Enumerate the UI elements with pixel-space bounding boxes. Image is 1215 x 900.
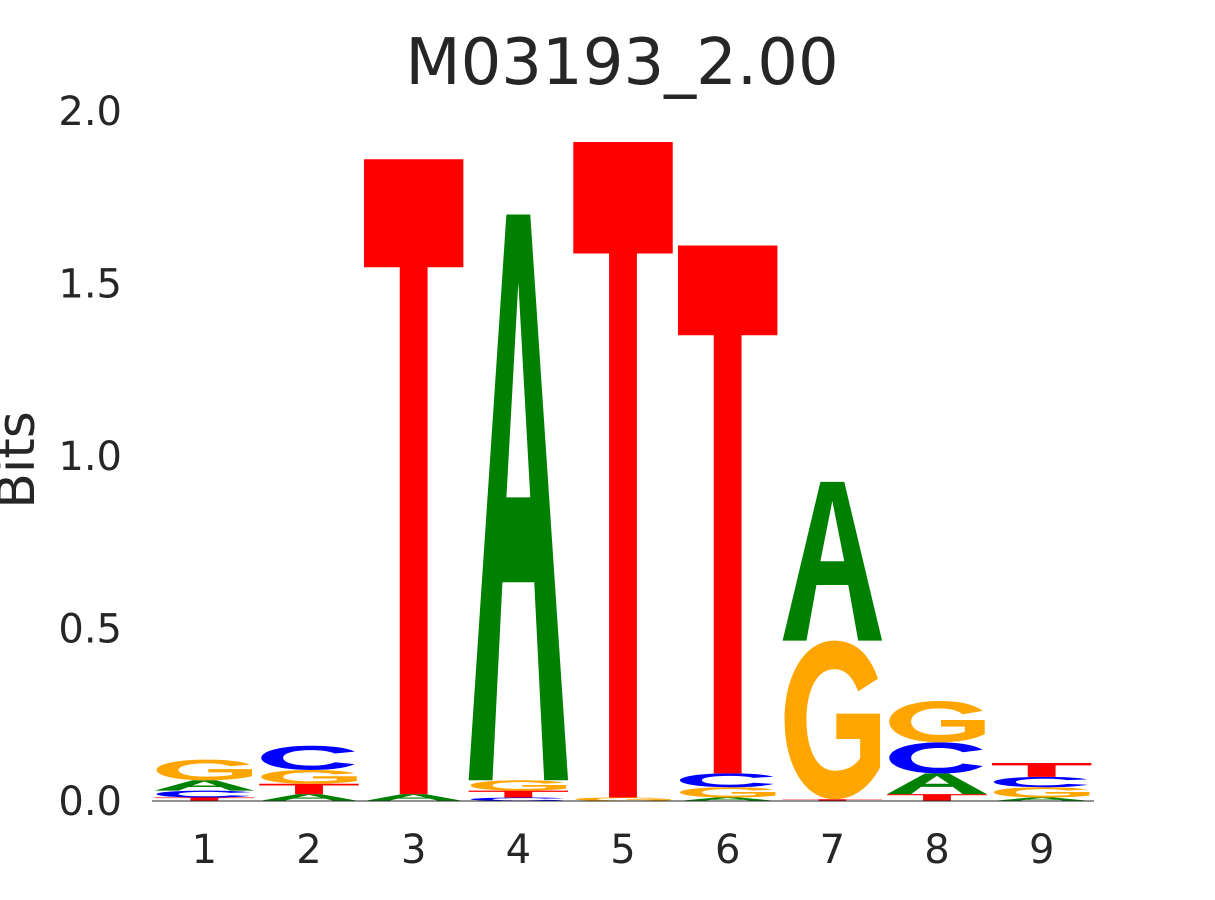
logo-letter-G [156, 759, 253, 781]
logo-letter-C [156, 790, 251, 798]
y-tick-label: 1.0 [58, 434, 122, 480]
logo-letter-A [782, 481, 883, 641]
logo-letter-C [470, 797, 565, 801]
logo-letter-A [154, 780, 255, 791]
logo-letter-G [784, 640, 881, 800]
logo-letter-A [468, 214, 569, 781]
logo-stack-3 [363, 159, 464, 801]
logo-stack-5 [573, 142, 673, 801]
logo-letter-C [679, 773, 774, 788]
x-tick-label: 2 [296, 827, 321, 873]
logo-letter-A [677, 797, 778, 801]
logo-stack-7 [782, 481, 883, 801]
x-tick-label: 3 [401, 827, 426, 873]
y-axis-label: Bits [0, 411, 47, 509]
logo-letter-G [993, 787, 1090, 798]
x-tick-label: 7 [820, 827, 845, 873]
logo-letter-T [677, 245, 778, 774]
chart-title: M03193_2.00 [405, 26, 838, 100]
x-tick-label: 4 [506, 827, 531, 873]
logo-letter-A [991, 797, 1092, 801]
logo-stack-1 [154, 759, 255, 801]
logo-stack-6 [677, 245, 778, 801]
logo-letter-A [887, 773, 987, 795]
logo-letter-A [259, 794, 359, 801]
x-tick-label: 5 [610, 827, 635, 873]
logo-letter-T [259, 783, 359, 795]
logo-letter-T [468, 790, 569, 798]
y-tick-label: 2.0 [58, 89, 122, 135]
logo-stack-2 [259, 745, 359, 801]
logo-stack-9 [991, 763, 1092, 801]
logo-letter-G [261, 769, 357, 784]
y-tick-label: 1.5 [58, 262, 122, 308]
x-tick-label: 9 [1029, 827, 1054, 873]
logo-letter-T [782, 799, 883, 801]
logo-stack-8 [887, 700, 987, 801]
logo-letter-T [887, 794, 987, 801]
logo-stack-4 [468, 214, 569, 801]
logo-letter-T [573, 142, 673, 798]
logo-stacks [154, 142, 1092, 801]
logo-letter-C [993, 776, 1088, 788]
logo-letter-T [363, 159, 464, 795]
logo-letter-G [470, 780, 567, 791]
logo-letter-T [154, 797, 255, 801]
logo-letter-T [991, 763, 1092, 777]
logo-letter-G [575, 797, 671, 801]
y-tick-label: 0.0 [58, 779, 122, 825]
x-tick-label: 1 [192, 827, 217, 873]
x-tick-label: 8 [924, 827, 949, 873]
logo-letter-G [889, 700, 985, 743]
logo-letter-C [889, 742, 983, 774]
logo-letter-A [363, 794, 464, 801]
y-tick-label: 0.5 [58, 607, 122, 653]
y-axis: 0.0 0.5 1.0 1.5 2.0 [58, 89, 122, 825]
x-axis: 1 2 3 4 5 6 7 8 9 [192, 827, 1055, 873]
logo-letter-C [261, 745, 355, 770]
x-tick-label: 6 [715, 827, 740, 873]
logo-letter-G [679, 787, 776, 798]
